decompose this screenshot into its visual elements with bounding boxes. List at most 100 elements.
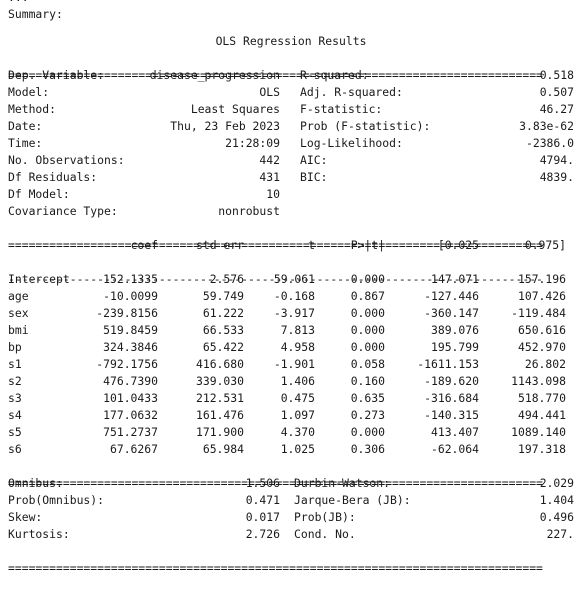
diag-row: Omnibus: 1.506 Durbin-Watson: 2.029 bbox=[8, 475, 574, 492]
table-title: OLS Regression Results bbox=[215, 34, 367, 48]
coef-cell: 66.533 bbox=[202, 323, 244, 337]
rule-after-header: ----------------------------------------… bbox=[8, 272, 543, 286]
table-row: s3 101.0433 212.531 0.475 0.635 -316.684 518.7… bbox=[8, 390, 574, 407]
coef-cell: -1.901 bbox=[273, 357, 315, 371]
info-right-value: -2386.0 bbox=[525, 136, 574, 150]
diag-left-value: 0.471 bbox=[245, 493, 280, 507]
coef-cell: 0.000 bbox=[350, 272, 385, 286]
info-left-label: Covariance Type: bbox=[8, 204, 118, 218]
coef-cell: -189.620 bbox=[424, 374, 479, 388]
info-row: Model: OLS Adj. R-squared: 0.507 bbox=[8, 84, 574, 101]
table-row: sex -239.8156 61.222 -3.917 0.000 -360.147 -11… bbox=[8, 305, 574, 322]
table-row: s2 476.7390 339.030 1.406 0.160 -189.620 1143.… bbox=[8, 373, 574, 390]
coef-cell: -119.484 bbox=[511, 306, 566, 320]
info-left-label: Date: bbox=[8, 119, 43, 133]
coef-cell: -792.1756 bbox=[96, 357, 158, 371]
info-row: Df Model: 10 bbox=[8, 186, 574, 203]
table-row: s5 751.2737 171.900 4.370 0.000 413.407 1089.1… bbox=[8, 424, 574, 441]
coef-cell: 416.680 bbox=[195, 357, 244, 371]
coef-row-name: s6 bbox=[8, 442, 22, 456]
diag-right-label: Prob(JB): bbox=[294, 510, 356, 524]
info-right-label: Log-Likelihood: bbox=[300, 136, 403, 150]
coef-header-cell: P>|t| bbox=[350, 238, 385, 252]
coef-cell: 494.441 bbox=[517, 408, 566, 422]
coef-cell: 1089.140 bbox=[511, 425, 566, 439]
info-left-value: 442 bbox=[259, 153, 280, 167]
coef-cell: 7.813 bbox=[280, 323, 315, 337]
coef-cell: -0.168 bbox=[273, 289, 315, 303]
coef-cell: 161.476 bbox=[195, 408, 244, 422]
info-row: Dep. Variable: disease_progression R-squar… bbox=[8, 67, 574, 84]
coef-header-cell: std err bbox=[195, 238, 244, 252]
diag-left-label: Omnibus: bbox=[8, 476, 63, 490]
coef-cell: 59.749 bbox=[202, 289, 244, 303]
diag-right-value: 1.404 bbox=[539, 493, 574, 507]
info-left-label: Time: bbox=[8, 136, 43, 150]
coef-cell: 0.273 bbox=[350, 408, 385, 422]
coef-header-cell: [0.025 bbox=[437, 238, 479, 252]
coef-cell: 324.3846 bbox=[103, 340, 158, 354]
info-row: Date: Thu, 23 Feb 2023 Prob (F-statistic):… bbox=[8, 118, 574, 135]
coef-cell: 65.422 bbox=[202, 340, 244, 354]
coef-cell: 0.475 bbox=[280, 391, 315, 405]
info-left-value: 21:28:09 bbox=[225, 136, 280, 150]
coef-cell: -360.147 bbox=[424, 306, 479, 320]
info-left-label: No. Observations: bbox=[8, 153, 125, 167]
coef-cell: 0.306 bbox=[350, 442, 385, 456]
info-left-value: 431 bbox=[259, 170, 280, 184]
coef-table-body: Intercept 152.1335 2.576 59.061 0.000 147.071… bbox=[8, 271, 574, 458]
coef-cell: 1143.098 bbox=[511, 374, 566, 388]
info-right-label: Adj. R-squared: bbox=[300, 85, 403, 99]
info-row: Time: 21:28:09 Log-Likelihood: -2386.0 bbox=[8, 135, 574, 152]
coef-cell: -140.315 bbox=[424, 408, 479, 422]
coef-cell: 0.000 bbox=[350, 425, 385, 439]
coef-cell: 4.370 bbox=[280, 425, 315, 439]
coef-cell: 0.000 bbox=[350, 306, 385, 320]
coef-cell: 177.0632 bbox=[103, 408, 158, 422]
coef-cell: 1.406 bbox=[280, 374, 315, 388]
coef-cell: 152.1335 bbox=[103, 272, 158, 286]
diag-right-label: Jarque-Bera (JB): bbox=[294, 493, 411, 507]
diag-right-label: Durbin-Watson: bbox=[294, 476, 391, 490]
info-right-label: F-statistic: bbox=[300, 102, 383, 116]
coef-cell: -3.917 bbox=[273, 306, 315, 320]
coef-cell: 0.000 bbox=[350, 340, 385, 354]
notebook-output: ... Summary: OLS Regression Results ====… bbox=[8, 0, 574, 575]
coef-cell: 212.531 bbox=[195, 391, 244, 405]
coef-cell: 1.097 bbox=[280, 408, 315, 422]
coef-cell: 101.0433 bbox=[103, 391, 158, 405]
coef-cell: -1611.153 bbox=[417, 357, 479, 371]
coef-row-name: Intercept bbox=[8, 272, 70, 286]
coef-row-name: s1 bbox=[8, 357, 22, 371]
diag-left-label: Prob(Omnibus): bbox=[8, 493, 105, 507]
coef-cell: 107.426 bbox=[517, 289, 566, 303]
diagnostics-section: Omnibus: 1.506 Durbin-Watson: 2.029 Prob(Omn… bbox=[8, 475, 574, 543]
coef-cell: 519.8459 bbox=[103, 323, 158, 337]
coef-header-cell: coef bbox=[130, 238, 158, 252]
coef-row-name: s4 bbox=[8, 408, 22, 422]
diag-right-value: 0.496 bbox=[539, 510, 574, 524]
coef-cell: -239.8156 bbox=[96, 306, 158, 320]
coef-cell: 0.058 bbox=[350, 357, 385, 371]
info-left-value: OLS bbox=[259, 85, 280, 99]
info-right-label: AIC: bbox=[300, 153, 328, 167]
info-right-label: BIC: bbox=[300, 170, 328, 184]
info-left-value: Thu, 23 Feb 2023 bbox=[170, 119, 280, 133]
coef-cell: 2.576 bbox=[209, 272, 244, 286]
coef-cell: 171.900 bbox=[195, 425, 244, 439]
coef-cell: -10.0099 bbox=[103, 289, 158, 303]
cut-line-text: ... bbox=[8, 0, 29, 6]
coef-cell: 452.970 bbox=[517, 340, 566, 354]
coef-cell: 0.000 bbox=[350, 323, 385, 337]
table-row: age -10.0099 59.749 -0.168 0.867 -127.446 107.… bbox=[8, 288, 574, 305]
coef-cell: 0.160 bbox=[350, 374, 385, 388]
info-right-value: 0.507 bbox=[539, 85, 574, 99]
table-row: s4 177.0632 161.476 1.097 0.273 -140.315 494.4… bbox=[8, 407, 574, 424]
diag-right-value: 227. bbox=[546, 527, 574, 541]
coef-row-name: sex bbox=[8, 306, 29, 320]
table-row: bmi 519.8459 66.533 7.813 0.000 389.076 650.61… bbox=[8, 322, 574, 339]
rule-after-info: ========================================… bbox=[8, 238, 543, 252]
coef-row-name: s5 bbox=[8, 425, 22, 439]
info-left-value: nonrobust bbox=[218, 204, 280, 218]
coef-cell: 751.2737 bbox=[103, 425, 158, 439]
